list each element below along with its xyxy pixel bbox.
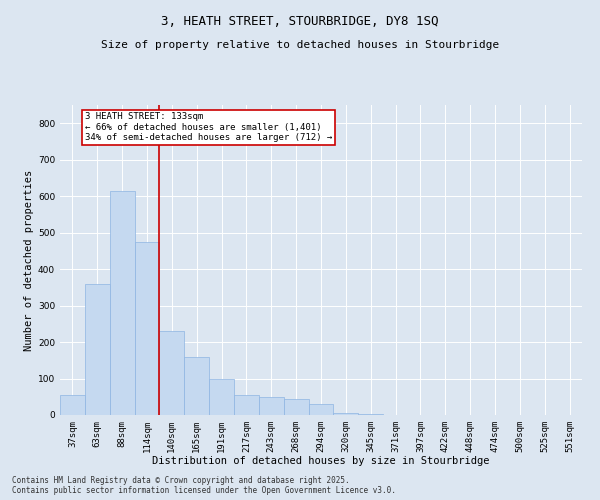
Bar — [358, 414, 383, 415]
Text: 3 HEATH STREET: 133sqm
← 66% of detached houses are smaller (1,401)
34% of semi-: 3 HEATH STREET: 133sqm ← 66% of detached… — [85, 112, 332, 142]
X-axis label: Distribution of detached houses by size in Stourbridge: Distribution of detached houses by size … — [152, 456, 490, 466]
Bar — [209, 378, 234, 415]
Bar — [60, 395, 85, 415]
Bar — [110, 190, 134, 415]
Bar — [259, 397, 284, 415]
Y-axis label: Number of detached properties: Number of detached properties — [24, 170, 34, 350]
Bar — [134, 242, 160, 415]
Text: Size of property relative to detached houses in Stourbridge: Size of property relative to detached ho… — [101, 40, 499, 50]
Text: Contains HM Land Registry data © Crown copyright and database right 2025.
Contai: Contains HM Land Registry data © Crown c… — [12, 476, 396, 495]
Bar — [160, 331, 184, 415]
Bar — [284, 398, 308, 415]
Bar — [308, 404, 334, 415]
Bar — [234, 395, 259, 415]
Bar — [184, 356, 209, 415]
Text: 3, HEATH STREET, STOURBRIDGE, DY8 1SQ: 3, HEATH STREET, STOURBRIDGE, DY8 1SQ — [161, 15, 439, 28]
Bar — [334, 413, 358, 415]
Bar — [85, 284, 110, 415]
